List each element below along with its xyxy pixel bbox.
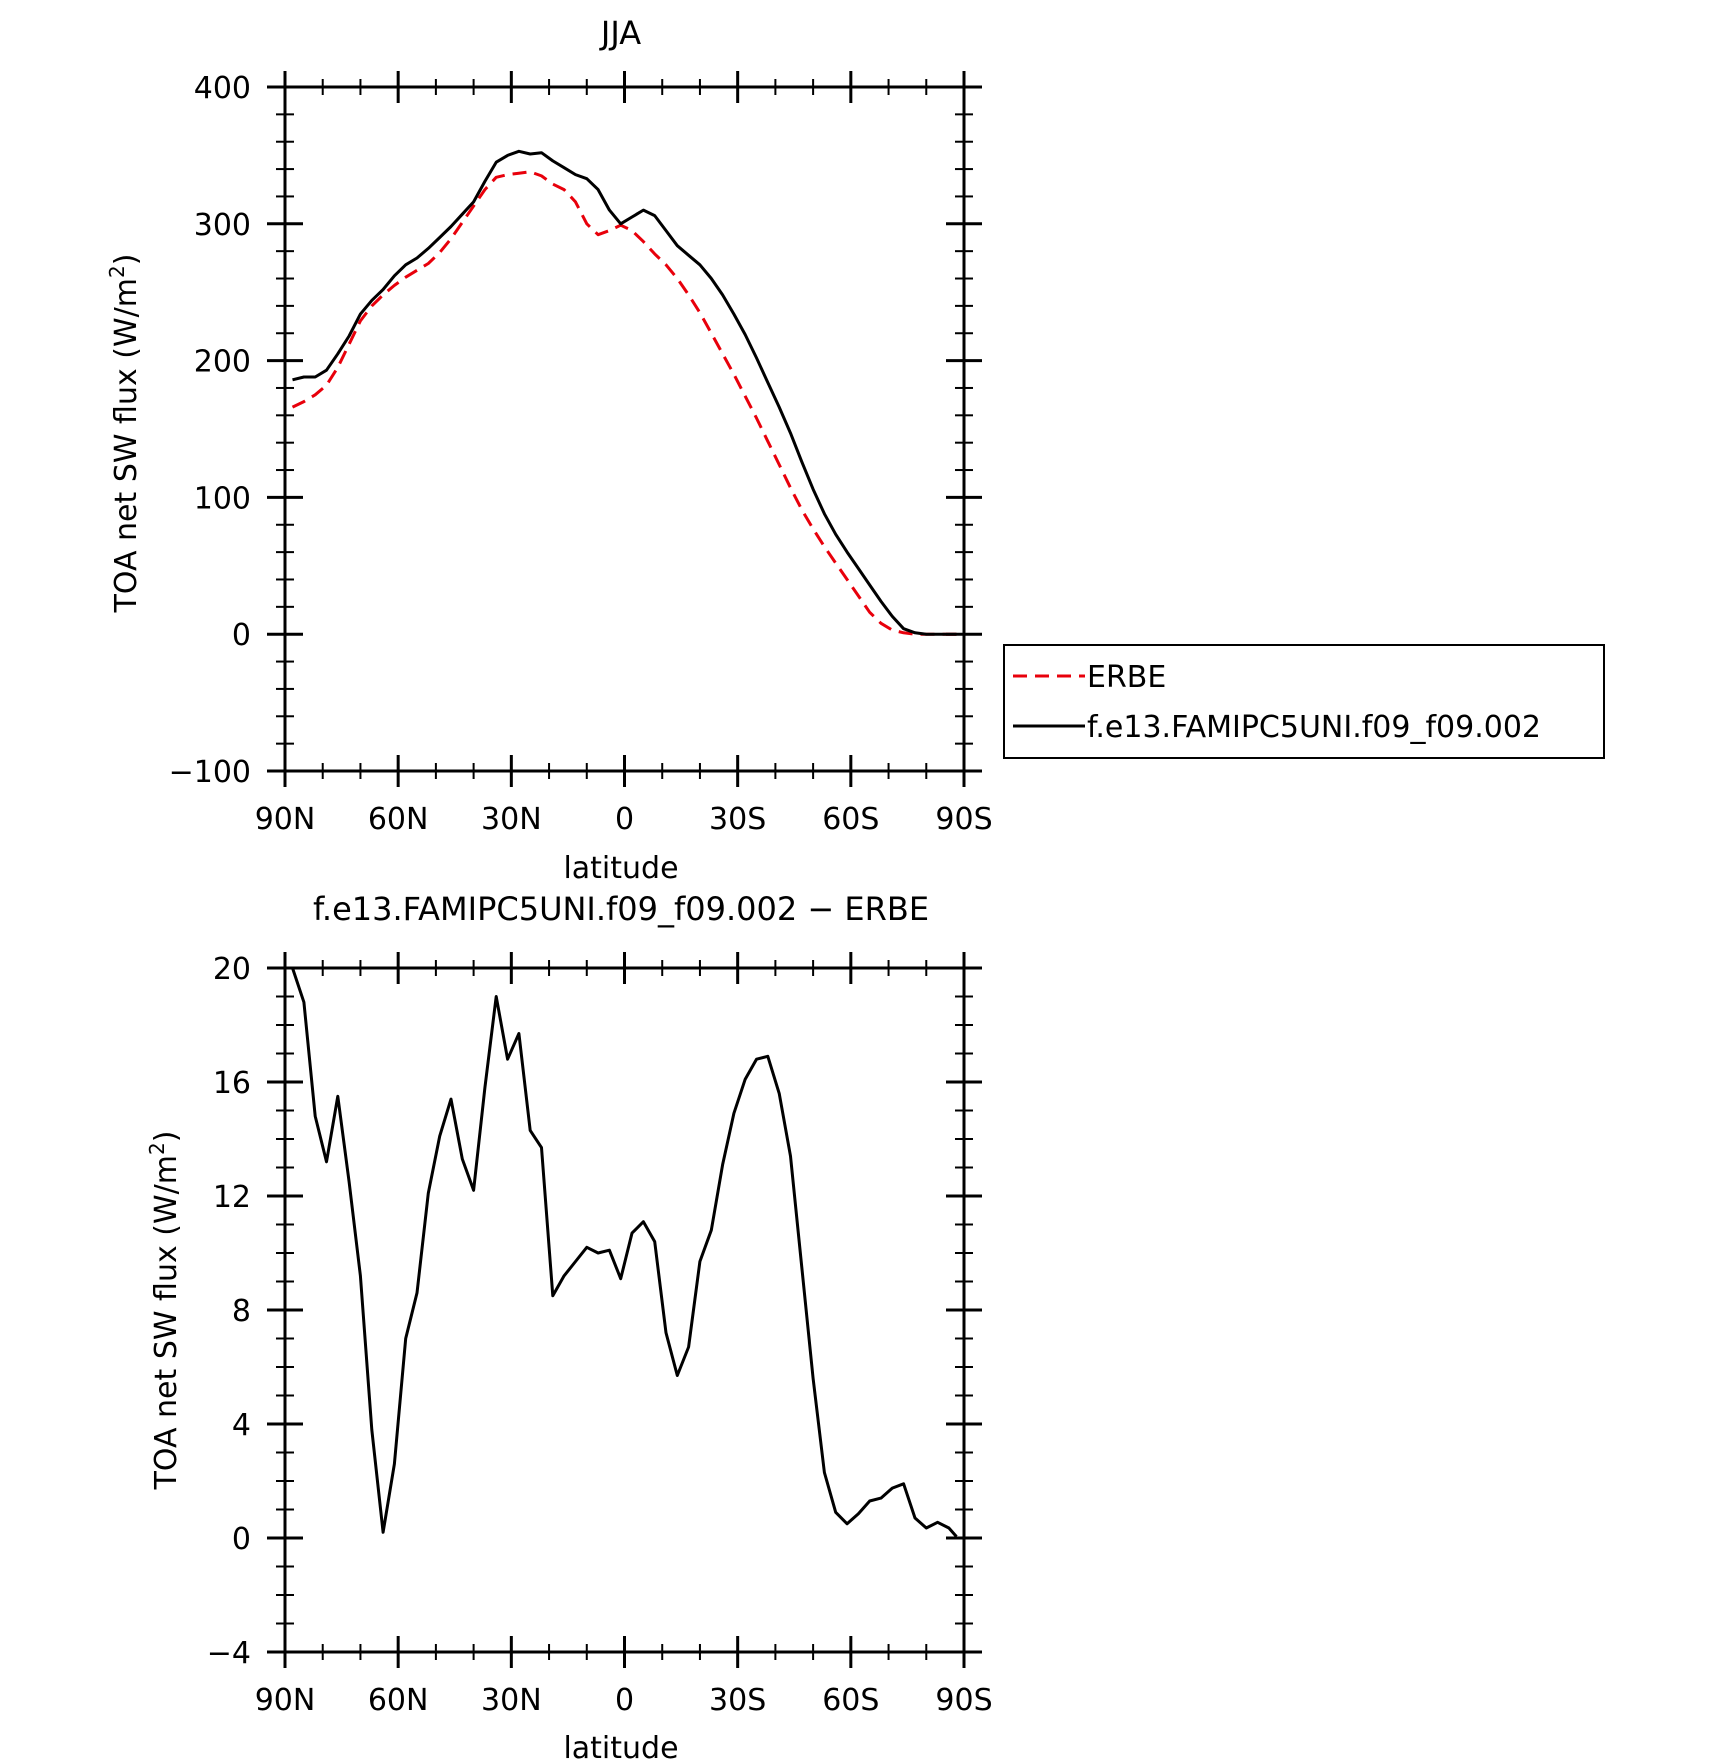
- bottom-panel-y-tick-label: 12: [213, 1180, 251, 1215]
- top-panel-y-tick-label: −100: [169, 755, 251, 790]
- top-panel-title: JJA: [599, 14, 641, 52]
- bottom-panel-y-tick-label: 4: [232, 1408, 251, 1443]
- top-panel-x-axis-label: latitude: [563, 851, 678, 886]
- bottom-panel-x-tick-label: 90N: [255, 1683, 316, 1718]
- top-panel-x-tick-label: 60S: [822, 802, 879, 837]
- bottom-panel: f.e13.FAMIPC5UNI.f09_f09.002 − ERBE lati…: [145, 890, 993, 1762]
- bottom-panel-y-tick-label: 0: [232, 1522, 251, 1557]
- top-panel-y-tick-label: 400: [194, 71, 251, 106]
- top-panel-y-tick-label: 300: [194, 208, 251, 243]
- legend: ERBE f.e13.FAMIPC5UNI.f09_f09.002: [1003, 644, 1605, 759]
- bottom-panel-series-difference: [291, 967, 958, 1538]
- bottom-panel-frame: [283, 966, 966, 1654]
- bottom-panel-x-tick-label: 60N: [368, 1683, 429, 1718]
- bottom-panel-x-tick-label: 60S: [822, 1683, 879, 1718]
- bottom-panel-y-tick-label: 20: [213, 952, 251, 987]
- top-panel-x-tick-label: 0: [615, 802, 634, 837]
- bottom-panel-y-axis-label: TOA net SW flux (W/m2): [145, 1131, 184, 1491]
- bottom-panel-y-tick-label: −4: [207, 1636, 251, 1671]
- bottom-panel-y-tick-label: 16: [213, 1066, 251, 1101]
- top-panel-x-tick-label: 30N: [481, 802, 542, 837]
- legend-label-model: f.e13.FAMIPC5UNI.f09_f09.002: [1087, 710, 1541, 745]
- top-panel-y-tick-label: 200: [194, 345, 251, 380]
- legend-box: [1003, 644, 1605, 759]
- top-panel: JJA latitude TOA net SW flux (W/m2) 90N 6…: [105, 14, 993, 886]
- bottom-panel-y-tick-label: 8: [232, 1294, 251, 1329]
- top-panel-y-tick-label: 0: [232, 618, 251, 653]
- bottom-panel-x-axis-label: latitude: [563, 1731, 678, 1762]
- bottom-panel-x-tick-label: 0: [615, 1683, 634, 1718]
- top-panel-y-tick-label: 100: [194, 481, 251, 516]
- top-panel-series-erbe: [291, 170, 957, 636]
- bottom-panel-x-tick-label: 30S: [709, 1683, 766, 1718]
- bottom-panel-x-tick-label: 30N: [481, 1683, 542, 1718]
- top-panel-x-tick-label: 90N: [255, 802, 316, 837]
- top-panel-x-tick-label: 60N: [368, 802, 429, 837]
- top-panel-plot-area: 90N 60N 30N 0 30S 60S 90S −100 0 100 200 300 400: [169, 71, 993, 837]
- bottom-panel-x-tick-label: 90S: [935, 1683, 992, 1718]
- top-panel-frame: [283, 85, 966, 773]
- top-panel-y-axis-label: TOA net SW flux (W/m2): [105, 254, 144, 614]
- bottom-panel-title: f.e13.FAMIPC5UNI.f09_f09.002 − ERBE: [313, 890, 929, 928]
- top-panel-x-tick-label: 30S: [709, 802, 766, 837]
- legend-label-erbe: ERBE: [1087, 660, 1166, 695]
- top-panel-series-f-e13-famipc5uni-f09-f09-002: [292, 149, 957, 636]
- bottom-panel-plot-area: 90N 60N 30N 0 30S 60S 90S −4 0 4 8 12 16 20: [207, 952, 993, 1718]
- top-panel-x-tick-label: 90S: [935, 802, 992, 837]
